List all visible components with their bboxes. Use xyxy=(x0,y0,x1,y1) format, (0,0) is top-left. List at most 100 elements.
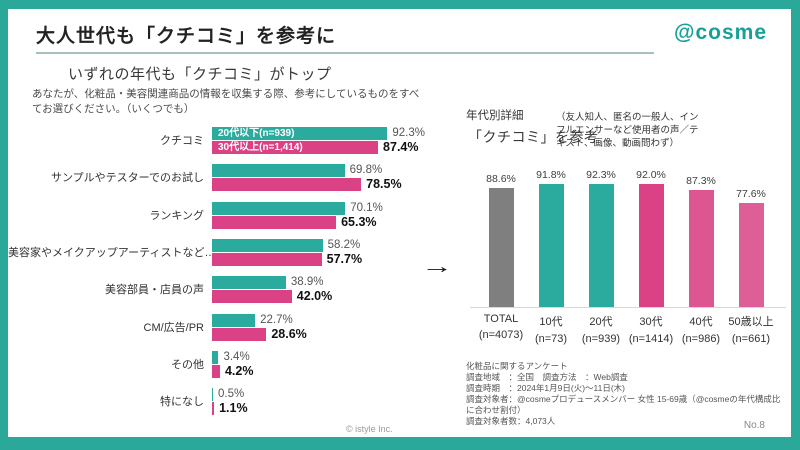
chart-row: サンプルやテスターでのお試し 69.8% 78.5% xyxy=(8,164,453,192)
age-bar-slot: 87.3% xyxy=(676,169,726,307)
age-label: 20代 xyxy=(589,316,613,328)
age-bar-chart: 88.6% 91.8% 92.3% 92.0% 87.3% 77.6% xyxy=(476,169,776,307)
bar-group: 69.8% 78.5% xyxy=(212,164,452,192)
bar-value: 1.1% xyxy=(219,401,248,416)
bar-over30 xyxy=(212,364,220,378)
age-bar xyxy=(738,203,764,307)
category-label: CM/広告/PR xyxy=(143,321,205,334)
bar-value: 42.0% xyxy=(296,289,333,304)
age-bar-value: 91.8% xyxy=(536,169,566,181)
bar-group: 92.3% 20代以下(n=939) 87.4% 30代以上(n=1,414) xyxy=(212,127,452,155)
bar-over30 xyxy=(212,327,267,341)
slide-card: 大人世代も「クチコミ」を参考に @cosme いずれの年代も「クチコミ」がトップ… xyxy=(8,9,791,437)
arrow-right-icon: → xyxy=(421,256,453,278)
age-label: 30代 xyxy=(639,316,663,328)
category-label: 美容家やメイクアップアーティストなど… xyxy=(8,246,216,259)
survey-question: あなたが、化粧品・美容関連商品の情報を収集する際、参考にしているものをすべ てお… xyxy=(32,88,420,115)
bar-value: 70.1% xyxy=(350,201,383,214)
bar-value: 58.2% xyxy=(327,238,361,251)
age-bar-value: 92.3% xyxy=(586,169,616,181)
category-label: クチコミ xyxy=(160,135,204,147)
chart-row: クチコミ 92.3% 20代以下(n=939) 87.4% 30代以上(n=1,414) xyxy=(8,127,453,155)
chart-row: 特になし 0.5% 1.1% xyxy=(8,388,453,416)
bar-value: 57.7% xyxy=(326,251,363,266)
bar-value: 87.4% xyxy=(383,140,419,154)
bar-value: 69.8% xyxy=(349,164,383,177)
bar-group: 70.1% 65.3% xyxy=(212,201,452,230)
bar-value: 65.3% xyxy=(341,214,377,229)
detail-chart-title: 「クチコミ」を参考 xyxy=(468,129,599,145)
chart-row: 美容部員・店員の声 38.9% 42.0% xyxy=(8,276,453,304)
bar-value: 0.5% xyxy=(218,388,245,401)
age-label: 50歳以上 xyxy=(728,316,774,328)
category-label: 特になし xyxy=(160,396,204,409)
page-title: 大人世代も「クチコミ」を参考に xyxy=(36,26,337,47)
key-message: いずれの年代も「クチコミ」がトップ xyxy=(68,66,332,83)
bar-under20 xyxy=(212,127,388,140)
sample-size-label: (n=1414) xyxy=(628,333,674,345)
bar-value: 4.2% xyxy=(224,363,254,378)
bar-value: 3.4% xyxy=(223,350,250,363)
chart-row: 美容家やメイクアップアーティストなど… 58.2% 57.7% xyxy=(8,238,453,267)
age-axis-slot: 40代 (n=986) xyxy=(676,313,726,345)
bar-over30 xyxy=(212,402,215,416)
bar-under20 xyxy=(212,276,286,290)
bar-value: 38.9% xyxy=(290,276,324,289)
age-bar-slot: 92.0% xyxy=(626,169,676,307)
bar-over30 xyxy=(212,178,362,192)
bar-group: 3.4% 4.2% xyxy=(212,350,452,379)
age-bar-slot: 77.6% xyxy=(726,169,776,307)
age-bar-slot: 88.6% xyxy=(476,169,526,307)
bar-over30 xyxy=(212,215,337,229)
legend-over30: 30代以上(n=1,414) xyxy=(218,142,303,153)
sample-size-label: (n=4073) xyxy=(478,329,524,341)
sample-size-label: (n=939) xyxy=(581,333,621,345)
category-label: サンプルやテスターでのお試し xyxy=(50,172,204,185)
age-axis-slot: 20代 (n=939) xyxy=(576,313,626,345)
x-axis-line xyxy=(470,307,786,308)
age-bar-value: 92.0% xyxy=(636,169,666,181)
sample-size-label: (n=661) xyxy=(731,333,771,345)
bar-under20 xyxy=(212,201,346,215)
chart-row: その他 3.4% 4.2% xyxy=(8,350,453,379)
age-bar-value: 87.3% xyxy=(686,175,716,188)
bar-group: 38.9% 42.0% xyxy=(212,276,452,304)
bar-value: 92.3% xyxy=(392,127,425,139)
detail-chart-note: （友人知人、匿名の一般人、イン フルエンサーなど使用者の声／テ キスト、画像、動… xyxy=(556,112,699,149)
category-label: 美容部員・店員の声 xyxy=(105,284,204,297)
bar-value: 22.7% xyxy=(260,313,293,326)
age-bar xyxy=(688,190,714,307)
age-axis-labels: TOTAL (n=4073) 10代 (n=73) 20代 (n=939) 30代 (n=14… xyxy=(476,313,776,345)
bar-over30 xyxy=(212,141,379,154)
atcosme-logo: @cosme xyxy=(673,21,767,44)
age-bar xyxy=(538,184,564,307)
bar-group: 22.7% 28.6% xyxy=(212,313,452,342)
chart-row: CM/広告/PR 22.7% 28.6% xyxy=(8,313,453,342)
bar-group: 58.2% 57.7% xyxy=(212,238,452,267)
bar-under20 xyxy=(212,238,323,252)
bar-value: 28.6% xyxy=(271,326,307,341)
bar-under20 xyxy=(212,350,219,364)
age-bar-slot: 91.8% xyxy=(526,169,576,307)
age-axis-slot: 10代 (n=73) xyxy=(526,313,576,345)
age-bar-value: 88.6% xyxy=(486,173,516,186)
bar-under20 xyxy=(212,313,256,327)
age-label: TOTAL xyxy=(483,313,519,325)
age-axis-slot: 50歳以上 (n=661) xyxy=(726,313,776,345)
comparison-bar-chart: クチコミ 92.3% 20代以下(n=939) 87.4% 30代以上(n=1,414)… xyxy=(8,127,453,419)
bar-value: 78.5% xyxy=(366,177,402,192)
bar-group: 0.5% 1.1% xyxy=(212,388,452,416)
detail-chart-header: 年代別詳細 xyxy=(466,110,524,122)
age-bar-value: 77.6% xyxy=(736,188,766,201)
bar-over30 xyxy=(212,252,322,266)
bar-over30 xyxy=(212,290,292,304)
bar-under20 xyxy=(212,164,345,178)
sample-size-label: (n=73) xyxy=(534,333,568,345)
age-axis-slot: 30代 (n=1414) xyxy=(626,313,676,345)
age-label: 40代 xyxy=(689,316,713,328)
age-label: 10代 xyxy=(539,316,563,328)
category-label: ランキング xyxy=(149,209,204,222)
legend-under20: 20代以下(n=939) xyxy=(218,128,295,139)
age-axis-slot: TOTAL (n=4073) xyxy=(476,313,526,345)
category-label: その他 xyxy=(171,358,204,371)
